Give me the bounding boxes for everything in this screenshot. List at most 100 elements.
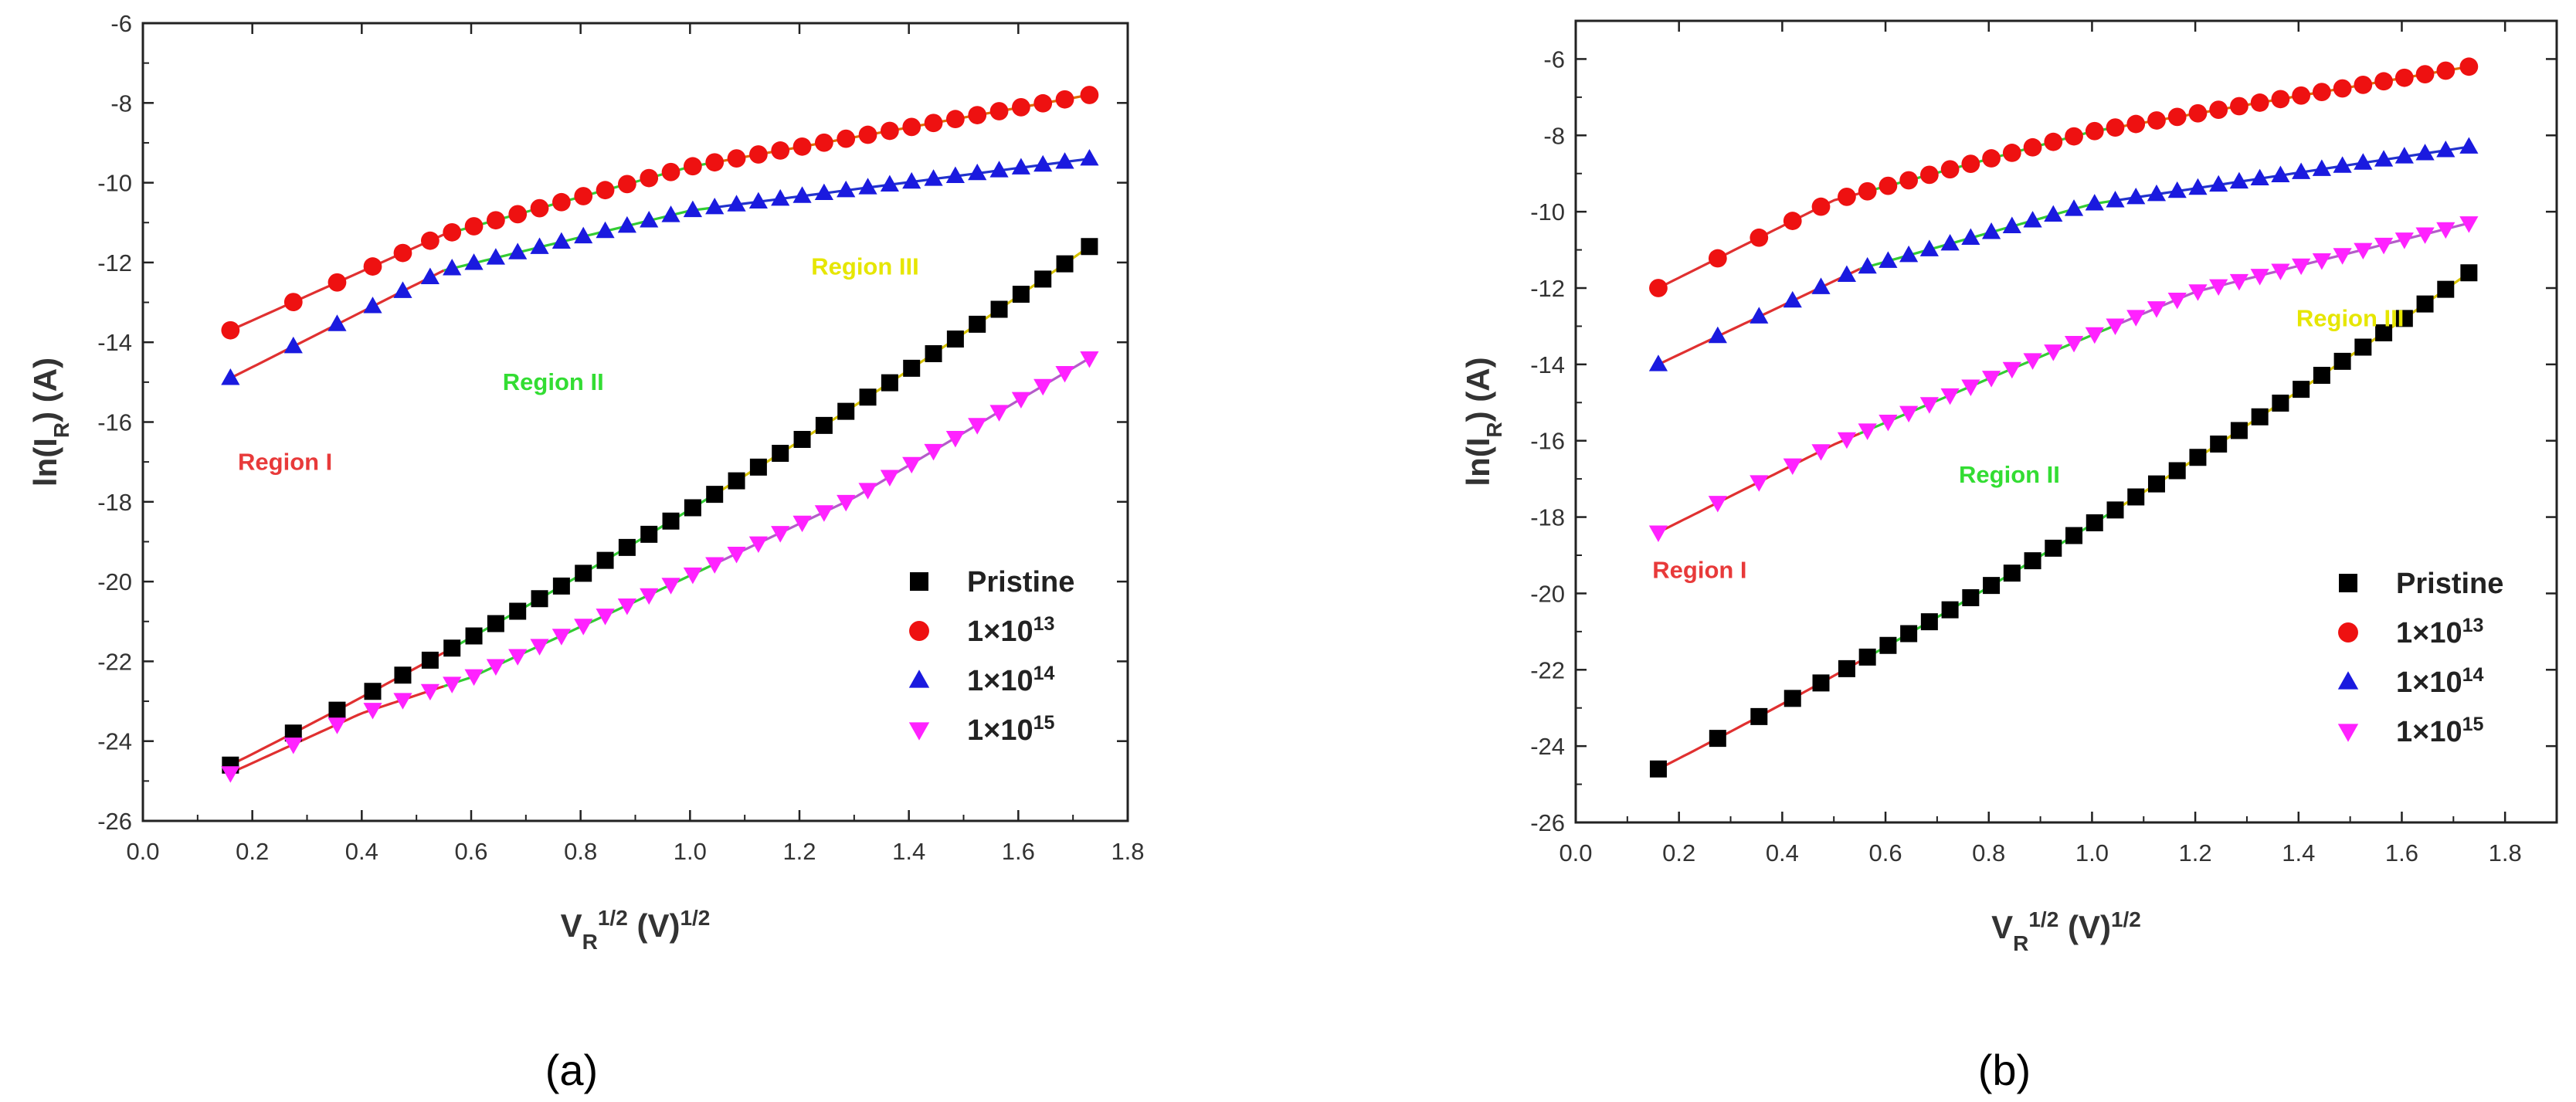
data-point — [618, 538, 636, 556]
x-tick-label: 0.2 — [1662, 839, 1695, 866]
data-point — [706, 486, 724, 504]
y-tick-label: -22 — [1530, 656, 1565, 683]
y-tick-label: -6 — [1543, 46, 1565, 73]
data-point — [1940, 388, 1960, 405]
data-point — [945, 110, 965, 129]
data-point — [1055, 152, 1074, 169]
data-point — [552, 232, 571, 249]
data-point — [443, 222, 462, 242]
data-point — [859, 388, 877, 406]
data-point — [2147, 301, 2167, 318]
data-point — [837, 402, 855, 420]
data-point — [858, 483, 877, 500]
legend: Pristine 1×1013 1×1014 1×1015 — [2337, 568, 2503, 748]
data-point — [968, 106, 987, 124]
region-label: Region II — [503, 368, 604, 395]
x-tick-label: 1.0 — [2075, 839, 2109, 866]
data-point — [640, 588, 659, 605]
data-point — [837, 180, 856, 198]
data-point — [1649, 279, 1668, 297]
data-point — [1920, 613, 1938, 631]
data-point — [1750, 475, 1769, 492]
data-point — [552, 192, 571, 212]
data-point — [487, 615, 504, 632]
data-point — [1055, 365, 1074, 383]
data-point — [2209, 175, 2228, 192]
data-point — [617, 175, 636, 194]
data-point — [574, 226, 593, 244]
fit-line — [717, 158, 1090, 209]
data-point — [683, 200, 702, 218]
data-point — [464, 253, 484, 270]
data-point — [748, 536, 768, 554]
data-point — [968, 163, 987, 181]
data-point — [328, 314, 347, 331]
data-point — [946, 330, 964, 348]
axis-labels: VR1/2 (V)1/2 ln(IR) (A) — [1460, 357, 2141, 955]
x-tick-label: 0.0 — [126, 838, 159, 865]
data-point — [393, 243, 412, 263]
data-point — [363, 257, 382, 276]
data-point — [486, 659, 505, 676]
data-point — [793, 431, 811, 449]
data-point — [2460, 264, 2478, 282]
data-point — [420, 267, 440, 284]
data-point — [1981, 222, 2001, 239]
data-point — [1858, 181, 1877, 201]
region-label: Region II — [1959, 461, 2060, 488]
data-point — [2354, 153, 2373, 170]
data-point — [2312, 159, 2331, 176]
data-point — [1961, 154, 1980, 174]
data-point — [1011, 98, 1030, 117]
data-point — [814, 505, 833, 522]
y-tick-label: -20 — [97, 568, 132, 595]
data-point — [1982, 149, 2001, 168]
data-point — [1033, 154, 1053, 172]
region-label: Region I — [238, 448, 332, 475]
data-point — [1649, 760, 1667, 778]
data-point — [1783, 290, 1802, 308]
y-tick-label: -26 — [97, 808, 132, 835]
legend-marker — [908, 670, 930, 688]
data-point — [2002, 361, 2021, 379]
legend-label: 1×1013 — [2396, 615, 2483, 649]
data-point — [792, 515, 812, 533]
legend-label: Pristine — [2396, 568, 2503, 600]
data-point — [683, 567, 702, 585]
data-point — [2106, 318, 2125, 336]
data-point — [596, 609, 615, 626]
data-point — [2064, 335, 2084, 353]
data-point — [1919, 397, 1939, 414]
data-point — [814, 183, 833, 201]
data-point — [2188, 103, 2208, 123]
data-point — [640, 168, 659, 188]
data-point — [364, 683, 382, 700]
data-point — [2459, 137, 2479, 154]
data-point — [2085, 121, 2104, 141]
data-point — [705, 153, 725, 172]
data-markers — [221, 86, 1099, 783]
legend-label: 1×1014 — [967, 663, 1054, 697]
axes: 0.0 0.2 0.4 0.6 0.8 1.0 1.2 1.4 1.6 1.8 -6 -8 -10 -12… — [1530, 19, 2558, 866]
data-point — [945, 166, 965, 183]
data-point — [486, 211, 505, 230]
data-point — [2250, 269, 2269, 286]
data-point — [574, 187, 593, 205]
data-point — [1750, 307, 1769, 324]
data-point — [2415, 227, 2435, 244]
y-tick-label: -6 — [110, 10, 132, 37]
data-point — [2002, 144, 2021, 162]
y-tick-label: -26 — [1530, 809, 1565, 836]
data-point — [2209, 279, 2228, 297]
data-point — [2044, 205, 2063, 222]
data-point — [1961, 379, 1980, 396]
y-tick-label: -18 — [97, 489, 132, 516]
data-point — [2106, 191, 2125, 208]
data-point — [2333, 79, 2352, 98]
data-point — [661, 162, 680, 181]
data-point — [2250, 93, 2269, 112]
data-markers — [1648, 57, 2479, 778]
x-tick-label: 1.8 — [2489, 839, 2522, 866]
data-point — [1811, 277, 1831, 294]
x-tick-label: 0.8 — [1972, 839, 2005, 866]
